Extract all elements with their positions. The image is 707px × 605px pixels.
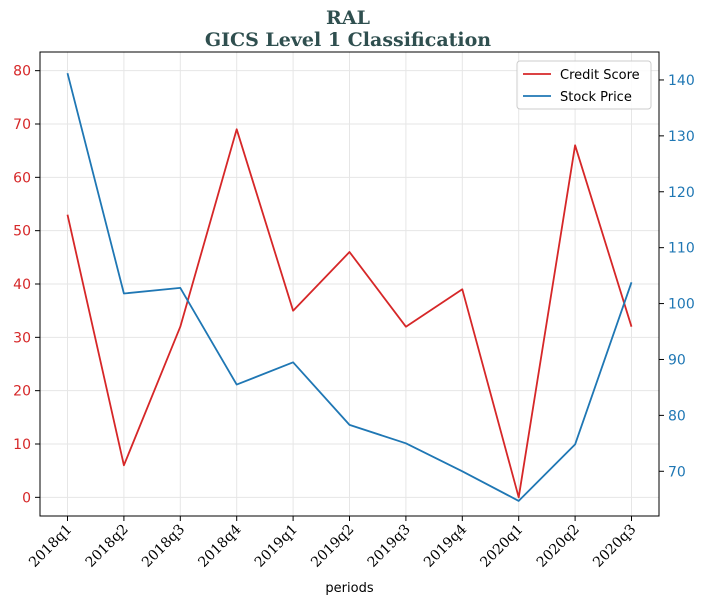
chart-title: RAL	[326, 7, 370, 29]
y-left-tick-label: 0	[22, 490, 31, 506]
y-left-tick-label: 20	[13, 384, 31, 400]
x-tick-label: 2019q1	[252, 522, 301, 571]
y-left-tick-label: 40	[13, 277, 31, 293]
y-left-tick-label: 10	[13, 437, 31, 453]
series-line-stock-price	[66, 72, 633, 502]
x-tick-label: 2020q1	[477, 522, 526, 571]
x-tick-label: 2018q3	[139, 522, 188, 571]
y-right-tick-label: 140	[668, 73, 695, 89]
y-right-tick-label: 70	[668, 464, 686, 480]
axis-ticks: 0 10 20 30 40 50 60 70 80 70 80 90 100 110 120 130 140 20…	[13, 64, 695, 571]
x-tick-label: 2018q1	[26, 522, 75, 571]
x-axis-label: periods	[325, 581, 373, 596]
x-tick-label: 2019q4	[421, 521, 470, 570]
y-right-tick-label: 130	[668, 129, 695, 145]
series-lines	[66, 72, 633, 502]
x-tick-label: 2020q3	[590, 522, 639, 571]
legend: Credit Score Stock Price	[516, 60, 652, 110]
y-left-tick-label: 30	[13, 330, 31, 346]
x-tick-label: 2019q2	[308, 522, 357, 571]
y-right-tick-label: 110	[668, 241, 695, 257]
gridlines	[40, 52, 659, 516]
x-tick-label: 2020q2	[534, 522, 583, 571]
y-right-tick-label: 80	[668, 408, 686, 424]
y-left-tick-label: 60	[13, 170, 31, 186]
legend-label: Credit Score	[560, 68, 640, 83]
legend-label: Stock Price	[560, 90, 632, 105]
legend-box	[516, 60, 652, 110]
y-left-tick-label: 50	[13, 224, 31, 240]
y-left-tick-label: 80	[13, 64, 31, 80]
y-right-tick-label: 100	[668, 297, 695, 313]
series-line-credit-score	[66, 128, 633, 499]
x-tick-label: 2019q3	[365, 522, 414, 571]
y-left-tick-label: 70	[13, 117, 31, 133]
y-right-tick-label: 90	[668, 352, 686, 368]
x-tick-label: 2018q2	[83, 522, 132, 571]
chart-subtitle: GICS Level 1 Classification	[205, 29, 491, 51]
y-right-tick-label: 120	[668, 185, 695, 201]
x-tick-label: 2018q4	[195, 521, 244, 570]
